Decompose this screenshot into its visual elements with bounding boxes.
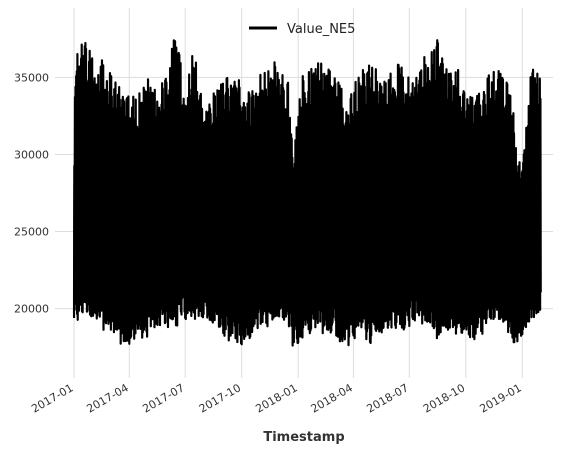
x-tick-label: 2019-01 — [477, 381, 523, 415]
x-axis-title: Timestamp — [263, 430, 344, 445]
x-tick-label: 2017-07 — [140, 381, 186, 415]
y-tick-label: 35000 — [14, 71, 49, 84]
series-line-value-ne5 — [72, 39, 542, 347]
series-value-ne5 — [72, 39, 542, 347]
x-tick-label: 2018-01 — [253, 381, 299, 415]
x-axis-ticks: 2017-01 2017-04 2017-07 2017-10 2018-01 2018-… — [29, 381, 524, 415]
legend: Value_NE5 — [249, 22, 355, 37]
x-tick-label: 2018-07 — [365, 381, 411, 415]
x-tick-label: 2017-04 — [84, 381, 130, 415]
legend-label: Value_NE5 — [287, 22, 355, 37]
x-tick-label: 2017-01 — [29, 381, 75, 415]
x-tick-label: 2018-10 — [421, 381, 467, 415]
y-axis-ticks: 20000 25000 30000 35000 — [14, 71, 49, 315]
y-tick-label: 30000 — [14, 148, 49, 161]
y-tick-label: 20000 — [14, 303, 49, 316]
x-tick-label: 2018-04 — [309, 381, 355, 415]
y-tick-label: 25000 — [14, 226, 49, 239]
x-tick-label: 2017-10 — [197, 381, 243, 415]
